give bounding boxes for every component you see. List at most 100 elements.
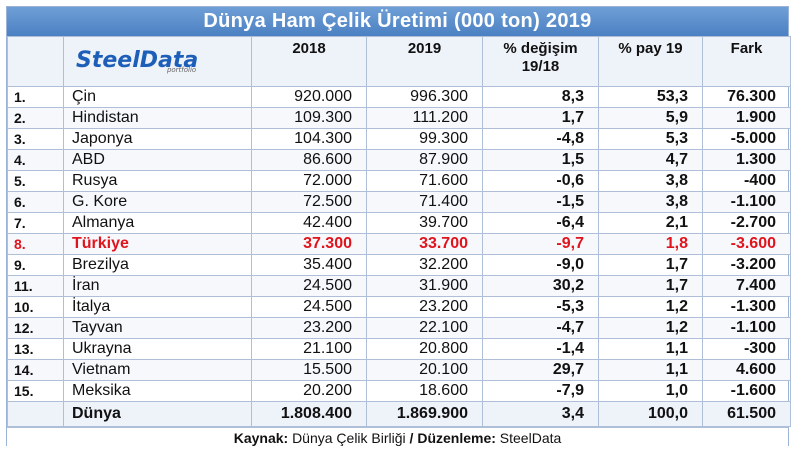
- source-text: Dünya Çelik Birliği: [292, 430, 406, 446]
- row-diff: -3.600: [702, 233, 791, 255]
- row-country: Meksika: [63, 380, 252, 402]
- row-2019: 71.600: [366, 170, 483, 192]
- row-diff: 7.400: [702, 275, 791, 297]
- row-2018: 35.400: [251, 254, 367, 276]
- row-2019: 31.900: [366, 275, 483, 297]
- row-2018: 37.300: [251, 233, 367, 255]
- table-row: 11. İran 24.500 31.900 30,2 1,7 7.400: [7, 275, 791, 297]
- table-row: 8. Türkiye 37.300 33.700 -9,7 1,8 -3.600: [7, 233, 791, 255]
- row-rank: 1.: [7, 86, 64, 108]
- row-share: 1,7: [598, 275, 703, 297]
- row-2018: 15.500: [251, 359, 367, 381]
- row-2018: 24.500: [251, 296, 367, 318]
- row-diff: -1.300: [702, 296, 791, 318]
- row-country: Çin: [63, 86, 252, 108]
- table-row: 4. ABD 86.600 87.900 1,5 4,7 1.300: [7, 149, 791, 171]
- row-change: -9,0: [482, 254, 599, 276]
- total-change: 3,4: [482, 401, 599, 427]
- row-rank: 5.: [7, 170, 64, 192]
- row-2019: 33.700: [366, 233, 483, 255]
- row-change: -4,7: [482, 317, 599, 339]
- total-2018: 1.808.400: [251, 401, 367, 427]
- table-row: 15. Meksika 20.200 18.600 -7,9 1,0 -1.600: [7, 380, 791, 402]
- row-diff: -2.700: [702, 212, 791, 234]
- total-2019: 1.869.900: [366, 401, 483, 427]
- row-rank: 11.: [7, 275, 64, 297]
- row-2019: 71.400: [366, 191, 483, 213]
- row-change: 1,7: [482, 107, 599, 129]
- row-rank: 13.: [7, 338, 64, 360]
- row-country: Hindistan: [63, 107, 252, 129]
- table-row: 3. Japonya 104.300 99.300 -4,8 5,3 -5.000: [7, 128, 791, 150]
- total-diff: 61.500: [702, 401, 791, 427]
- row-2019: 39.700: [366, 212, 483, 234]
- row-country: Brezilya: [63, 254, 252, 276]
- row-share: 1,2: [598, 317, 703, 339]
- row-2019: 23.200: [366, 296, 483, 318]
- row-change: 29,7: [482, 359, 599, 381]
- row-2019: 20.100: [366, 359, 483, 381]
- row-diff: 4.600: [702, 359, 791, 381]
- row-2019: 32.200: [366, 254, 483, 276]
- row-country: Türkiye: [63, 233, 252, 255]
- row-diff: 1.900: [702, 107, 791, 129]
- row-change: -5,3: [482, 296, 599, 318]
- row-rank: 2.: [7, 107, 64, 129]
- row-share: 3,8: [598, 191, 703, 213]
- steel-production-table-panel: Dünya Ham Çelik Üretimi (000 ton) 2019 S…: [6, 6, 791, 448]
- source-label: Kaynak:: [233, 430, 289, 446]
- row-change: -1,4: [482, 338, 599, 360]
- row-share: 1,0: [598, 380, 703, 402]
- row-diff: -300: [702, 338, 791, 360]
- steel-production-table: SteelData portfolio 2018 2019 % değişim 1…: [7, 36, 791, 427]
- separator: /: [409, 430, 414, 446]
- row-share: 53,3: [598, 86, 703, 108]
- row-diff: 76.300: [702, 86, 791, 108]
- table-row: 13. Ukrayna 21.100 20.800 -1,4 1,1 -300: [7, 338, 791, 360]
- row-2018: 920.000: [251, 86, 367, 108]
- table-row: 10. İtalya 24.500 23.200 -5,3 1,2 -1.300: [7, 296, 791, 318]
- row-country: Ukrayna: [63, 338, 252, 360]
- row-country: ABD: [63, 149, 252, 171]
- row-2019: 20.800: [366, 338, 483, 360]
- row-change: 1,5: [482, 149, 599, 171]
- row-country: Japonya: [63, 128, 252, 150]
- table-row: 5. Rusya 72.000 71.600 -0,6 3,8 -400: [7, 170, 791, 192]
- table-body: 1. Çin 920.000 996.300 8,3 53,3 76.300 2. Hindis…: [7, 86, 791, 402]
- row-2018: 72.000: [251, 170, 367, 192]
- row-country: İran: [63, 275, 252, 297]
- row-rank: 7.: [7, 212, 64, 234]
- row-share: 3,8: [598, 170, 703, 192]
- source-footer: Kaynak: Dünya Çelik Birliği / Düzenleme:…: [7, 427, 788, 448]
- row-2019: 22.100: [366, 317, 483, 339]
- row-2018: 21.100: [251, 338, 367, 360]
- row-2018: 72.500: [251, 191, 367, 213]
- row-rank: 6.: [7, 191, 64, 213]
- row-change: -7,9: [482, 380, 599, 402]
- row-country: Almanya: [63, 212, 252, 234]
- total-row: Dünya 1.808.400 1.869.900 3,4 100,0 61.5…: [7, 401, 791, 427]
- header-rank: [7, 36, 64, 87]
- row-2018: 23.200: [251, 317, 367, 339]
- table-title: Dünya Ham Çelik Üretimi (000 ton) 2019: [7, 7, 788, 36]
- table-row: 7. Almanya 42.400 39.700 -6,4 2,1 -2.700: [7, 212, 791, 234]
- row-2018: 20.200: [251, 380, 367, 402]
- row-change: -4,8: [482, 128, 599, 150]
- header-change: % değişim 19/18: [482, 36, 599, 87]
- header-diff: Fark: [702, 36, 791, 87]
- total-country: Dünya: [63, 401, 252, 427]
- row-2019: 87.900: [366, 149, 483, 171]
- row-diff: -3.200: [702, 254, 791, 276]
- table-row: 12. Tayvan 23.200 22.100 -4,7 1,2 -1.100: [7, 317, 791, 339]
- row-diff: -5.000: [702, 128, 791, 150]
- row-rank: 15.: [7, 380, 64, 402]
- row-diff: -1.100: [702, 191, 791, 213]
- row-share: 1,2: [598, 296, 703, 318]
- row-change: -0,6: [482, 170, 599, 192]
- row-2019: 18.600: [366, 380, 483, 402]
- steeldata-logo: SteelData portfolio: [63, 36, 252, 87]
- row-share: 5,9: [598, 107, 703, 129]
- row-country: Vietnam: [63, 359, 252, 381]
- row-diff: 1.300: [702, 149, 791, 171]
- row-diff: -1.100: [702, 317, 791, 339]
